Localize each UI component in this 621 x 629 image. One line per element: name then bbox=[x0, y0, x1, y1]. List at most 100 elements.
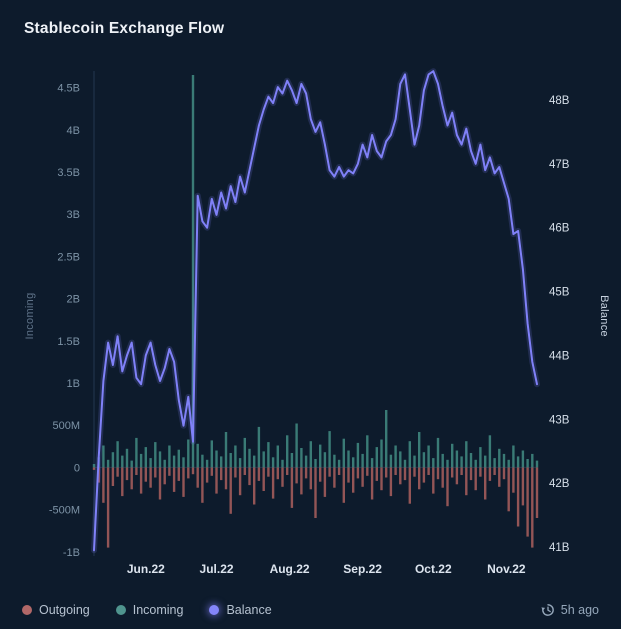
incoming-bar bbox=[163, 459, 166, 468]
outgoing-bar bbox=[385, 467, 388, 478]
incoming-bar bbox=[215, 450, 218, 468]
balance-legend-dot bbox=[209, 605, 220, 615]
incoming-bar bbox=[385, 410, 388, 468]
chart-title: Stablecoin Exchange Flow bbox=[24, 20, 225, 37]
incoming-bar bbox=[205, 459, 209, 468]
outgoing-bar bbox=[196, 467, 199, 488]
outgoing-bar bbox=[182, 467, 185, 497]
incoming-bar bbox=[177, 449, 180, 468]
left-axis-tick-label: -500M bbox=[49, 505, 80, 517]
history-icon bbox=[541, 604, 554, 616]
incoming-bar bbox=[516, 456, 520, 468]
outgoing-bar bbox=[234, 467, 237, 478]
last-updated[interactable]: 5h ago bbox=[541, 603, 599, 617]
outgoing-bar bbox=[220, 467, 223, 481]
outgoing-bar bbox=[187, 467, 190, 479]
chart-legend: Outgoing Incoming Balance bbox=[22, 603, 272, 617]
incoming-bar bbox=[474, 459, 477, 468]
outgoing-bar bbox=[422, 467, 426, 483]
incoming-bar bbox=[333, 454, 336, 468]
incoming-bar bbox=[361, 453, 364, 468]
outgoing-bar bbox=[248, 467, 251, 486]
outgoing-bar bbox=[408, 467, 411, 504]
outgoing-bar bbox=[502, 467, 506, 480]
incoming-bar bbox=[210, 440, 213, 468]
incoming-bar bbox=[172, 455, 176, 468]
incoming-bar bbox=[234, 445, 237, 468]
incoming-bar bbox=[187, 439, 190, 468]
incoming-bar bbox=[337, 459, 341, 468]
x-axis-tick-label: Sep.22 bbox=[343, 562, 382, 576]
outgoing-bar bbox=[158, 467, 162, 500]
incoming-bar bbox=[451, 443, 454, 468]
x-axis-tick-label: Aug.22 bbox=[270, 562, 310, 576]
outgoing-bar bbox=[201, 467, 204, 503]
incoming-bar bbox=[427, 445, 430, 468]
incoming-bar bbox=[201, 454, 204, 468]
outgoing-bar bbox=[333, 467, 336, 488]
incoming-bar bbox=[102, 445, 105, 468]
incoming-bar bbox=[238, 458, 242, 468]
incoming-bar bbox=[328, 431, 331, 468]
outgoing-bar bbox=[531, 467, 534, 548]
legend-item-balance[interactable]: Balance bbox=[209, 603, 272, 617]
incoming-bar bbox=[243, 437, 246, 468]
left-axis-title: Incoming bbox=[24, 292, 36, 339]
outgoing-bar bbox=[130, 467, 133, 490]
incoming-bar bbox=[262, 451, 265, 468]
outgoing-bar bbox=[267, 467, 270, 477]
outgoing-bar bbox=[323, 467, 327, 497]
outgoing-bar bbox=[375, 467, 378, 481]
incoming-bar bbox=[394, 445, 397, 468]
outgoing-bar bbox=[295, 467, 298, 484]
outgoing-bar bbox=[488, 467, 492, 481]
incoming-bar bbox=[276, 445, 279, 468]
right-axis-tick-label: 43B bbox=[549, 414, 570, 426]
outgoing-bar bbox=[121, 467, 124, 497]
right-axis-tick-label: 41B bbox=[549, 542, 570, 554]
legend-item-incoming[interactable]: Incoming bbox=[115, 603, 184, 617]
incoming-bar bbox=[432, 458, 435, 468]
outgoing-bar bbox=[352, 467, 355, 493]
incoming-bar bbox=[502, 453, 506, 468]
outgoing-bar bbox=[380, 467, 383, 491]
incoming-bar bbox=[531, 453, 534, 468]
outgoing-bar bbox=[389, 467, 393, 497]
outgoing-bar bbox=[253, 467, 256, 505]
incoming-bar bbox=[455, 450, 459, 468]
outgoing-bar bbox=[300, 467, 303, 495]
incoming-bar bbox=[257, 426, 261, 468]
outgoing-bar bbox=[224, 467, 228, 490]
incoming-bar bbox=[413, 455, 416, 468]
outgoing-bar bbox=[314, 467, 317, 518]
outgoing-bar bbox=[516, 467, 520, 527]
legend-item-outgoing[interactable]: Outgoing bbox=[22, 603, 90, 617]
incoming-bar bbox=[135, 437, 138, 468]
last-updated-text: 5h ago bbox=[560, 603, 599, 617]
incoming-bar bbox=[521, 450, 525, 468]
outgoing-bar bbox=[370, 467, 374, 500]
outgoing-bar bbox=[455, 467, 459, 485]
incoming-bar bbox=[309, 441, 312, 468]
outgoing-bar bbox=[177, 467, 180, 481]
incoming-legend-label: Incoming bbox=[132, 603, 184, 617]
incoming-bar bbox=[389, 454, 393, 468]
incoming-bar bbox=[375, 447, 378, 468]
incoming-bar bbox=[347, 450, 350, 468]
incoming-bars bbox=[92, 75, 539, 468]
incoming-bar bbox=[248, 448, 251, 468]
incoming-bar bbox=[512, 445, 515, 468]
x-axis-tick-label: Jul.22 bbox=[200, 562, 234, 576]
outgoing-bar bbox=[498, 467, 501, 487]
outgoing-bar bbox=[366, 467, 369, 476]
x-axis-tick-label: Nov.22 bbox=[487, 562, 526, 576]
incoming-bar bbox=[342, 438, 345, 468]
outgoing-bar bbox=[116, 467, 119, 477]
outgoing-bar bbox=[205, 467, 209, 483]
outgoing-bar bbox=[102, 467, 105, 503]
incoming-bar bbox=[182, 457, 185, 468]
outgoing-bar bbox=[238, 467, 242, 496]
incoming-bar bbox=[271, 457, 275, 468]
left-axis-tick-label: -1B bbox=[63, 547, 80, 559]
